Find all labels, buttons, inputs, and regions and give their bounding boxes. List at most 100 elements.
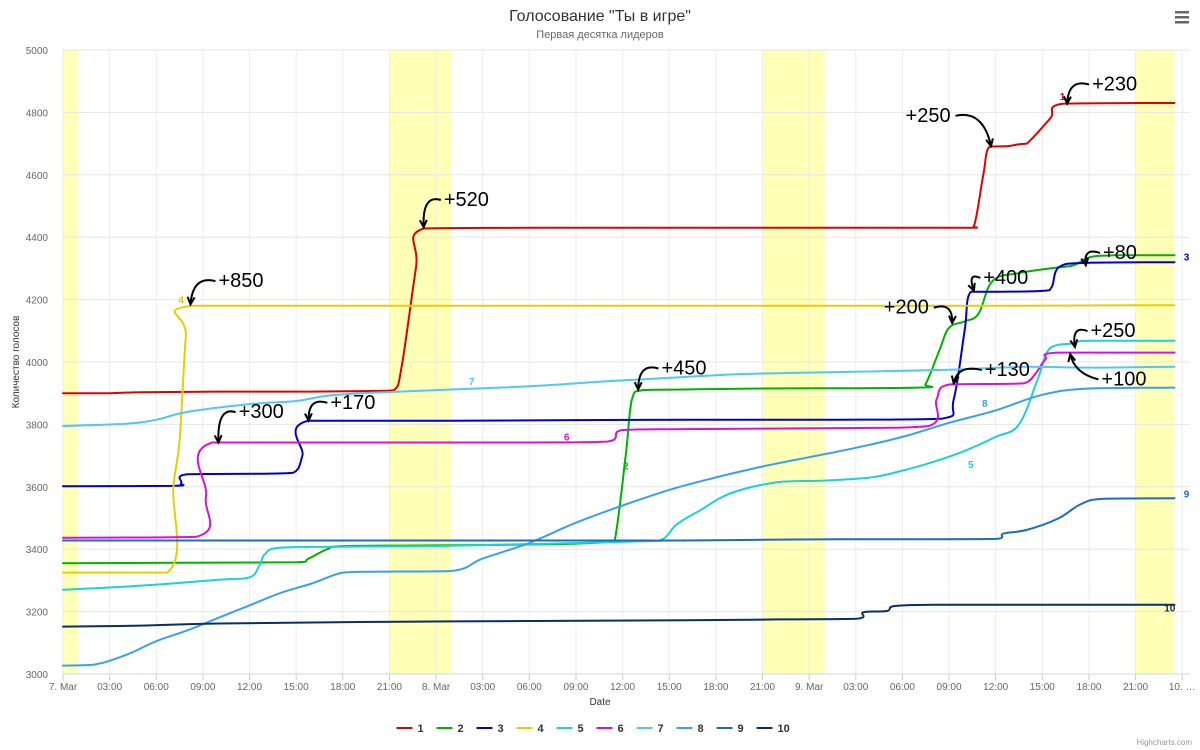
legend-label: 2 bbox=[458, 723, 464, 735]
annotation-label: +450 bbox=[661, 357, 706, 379]
series-line-9[interactable] bbox=[62, 497, 1176, 542]
annotation-label: +300 bbox=[239, 401, 284, 423]
x-axis-ticks: 7. Mar 03:00 06:00 09:00 12:00 15:00 18:00 21:0… bbox=[49, 673, 1196, 693]
legend-label: 6 bbox=[618, 723, 624, 735]
legend-item-2[interactable]: 2 bbox=[436, 723, 464, 735]
series-label-9: 9 bbox=[1184, 490, 1190, 501]
annotation-arrow bbox=[970, 275, 981, 292]
legend-item-10[interactable]: 10 bbox=[756, 723, 790, 735]
annotation-arrow bbox=[637, 366, 659, 390]
annotation-arrow bbox=[1073, 328, 1088, 348]
annotation-arrow bbox=[189, 279, 216, 305]
x-tick-label: 21:00 bbox=[750, 682, 775, 693]
series-label-4: 4 bbox=[178, 295, 184, 306]
legend-label: 1 bbox=[418, 723, 424, 735]
y-tick-label: 4400 bbox=[26, 233, 49, 244]
annotation-label: +250 bbox=[1091, 320, 1136, 342]
annotation-arrowhead bbox=[967, 282, 976, 294]
annotation-label: +250 bbox=[906, 105, 951, 127]
x-tick-label: 18:00 bbox=[1076, 682, 1101, 693]
x-tick-label: 03:00 bbox=[843, 682, 868, 693]
chart-title: Голосование "Ты в игре" bbox=[509, 8, 691, 25]
series-line-8[interactable] bbox=[62, 386, 1176, 667]
y-tick-label: 3000 bbox=[26, 670, 49, 681]
series-end-labels: 1 2 3 4 5 6 7 8 9 10 bbox=[178, 92, 1189, 615]
annotation-arrow bbox=[217, 410, 236, 443]
annotation-arrow bbox=[307, 400, 328, 421]
annotations: +850 +520 +300 +170 +450 +250 +230 +200 +400 +80 +… bbox=[186, 74, 1146, 445]
legend-label: 10 bbox=[778, 723, 790, 735]
x-tick-label: 9. Mar bbox=[795, 682, 824, 693]
annotation-arrowhead bbox=[213, 434, 223, 445]
x-tick-label: 8. Mar bbox=[422, 682, 451, 693]
legend-item-3[interactable]: 3 bbox=[476, 723, 504, 735]
x-tick-label: 12:00 bbox=[983, 682, 1008, 693]
annotation-arrowhead bbox=[948, 315, 957, 326]
annotation-label: +850 bbox=[218, 270, 263, 292]
legend-item-6[interactable]: 6 bbox=[596, 723, 624, 735]
series-line-1[interactable] bbox=[62, 102, 1176, 395]
x-tick-label: 15:00 bbox=[1030, 682, 1055, 693]
annotation-arrowhead bbox=[950, 375, 960, 386]
series-line-3[interactable] bbox=[62, 261, 1176, 488]
x-tick-label: 18:00 bbox=[330, 682, 355, 693]
y-tick-label: 4000 bbox=[26, 358, 49, 369]
series-label-2: 2 bbox=[623, 462, 629, 473]
x-tick-label: 15:00 bbox=[284, 682, 309, 693]
y-tick-label: 4200 bbox=[26, 296, 49, 307]
legend-label: 4 bbox=[538, 723, 545, 735]
chart-menu-button[interactable] bbox=[1170, 6, 1194, 28]
annotation-label: +170 bbox=[330, 392, 375, 414]
credits-link[interactable]: Highcharts.com bbox=[1136, 738, 1192, 747]
annotation-arrowhead bbox=[633, 381, 643, 392]
annotation-label: +200 bbox=[884, 297, 929, 319]
annotation-arrow bbox=[952, 367, 983, 384]
x-axis-title: Date bbox=[589, 697, 611, 708]
series-line-4[interactable] bbox=[62, 304, 1176, 574]
annotation-arrow bbox=[422, 198, 442, 228]
x-tick-label: 12:00 bbox=[237, 682, 262, 693]
annotation-arrow bbox=[933, 305, 954, 324]
legend-item-8[interactable]: 8 bbox=[676, 723, 704, 735]
legend-label: 3 bbox=[498, 723, 504, 735]
legend-item-1[interactable]: 1 bbox=[396, 723, 424, 735]
legend-item-5[interactable]: 5 bbox=[556, 723, 584, 735]
annotation-label: +520 bbox=[444, 189, 489, 211]
series-line-5[interactable] bbox=[62, 339, 1176, 591]
y-tick-label: 3200 bbox=[26, 608, 49, 619]
series-line-10[interactable] bbox=[62, 603, 1176, 628]
y-tick-label: 4800 bbox=[26, 108, 49, 119]
series-label-1: 1 bbox=[1060, 92, 1066, 103]
annotation-arrowhead bbox=[1080, 257, 1090, 268]
annotation-label: +230 bbox=[1092, 74, 1137, 96]
x-tick-label: 06:00 bbox=[517, 682, 542, 693]
x-tick-label: 09:00 bbox=[190, 682, 215, 693]
legend-item-9[interactable]: 9 bbox=[716, 723, 744, 735]
legend-item-7[interactable]: 7 bbox=[636, 723, 664, 735]
y-axis-ticks: 3000 3200 3400 3600 3800 4000 4200 4400 4600 4800… bbox=[26, 46, 49, 681]
x-tick-label: 06:00 bbox=[890, 682, 915, 693]
y-tick-label: 4600 bbox=[26, 171, 49, 182]
x-tick-label: 15:00 bbox=[657, 682, 682, 693]
legend: 1 2 3 4 5 6 7 8 9 10 bbox=[396, 723, 790, 735]
annotation-arrowhead bbox=[1069, 339, 1079, 350]
annotation-arrowhead bbox=[418, 219, 428, 230]
x-tick-label: 21:00 bbox=[1123, 682, 1148, 693]
annotation-arrowhead bbox=[1063, 95, 1072, 106]
y-tick-label: 5000 bbox=[26, 46, 49, 57]
x-tick-label: 21:00 bbox=[377, 682, 402, 693]
series-line-6[interactable] bbox=[62, 351, 1176, 539]
x-tick-label: 09:00 bbox=[563, 682, 588, 693]
annotation-label: +100 bbox=[1101, 368, 1146, 390]
series-label-8: 8 bbox=[982, 399, 988, 410]
legend-item-4[interactable]: 4 bbox=[516, 723, 545, 735]
hamburger-menu-icon bbox=[1175, 11, 1189, 24]
annotation-arrow bbox=[1066, 82, 1090, 104]
x-tick-label: 03:00 bbox=[97, 682, 122, 693]
y-tick-label: 3400 bbox=[26, 545, 49, 556]
x-tick-label: 7. Mar bbox=[49, 682, 78, 693]
series-line-2[interactable] bbox=[62, 254, 1176, 565]
annotation-arrowhead bbox=[186, 296, 196, 307]
series-lines bbox=[62, 102, 1176, 667]
